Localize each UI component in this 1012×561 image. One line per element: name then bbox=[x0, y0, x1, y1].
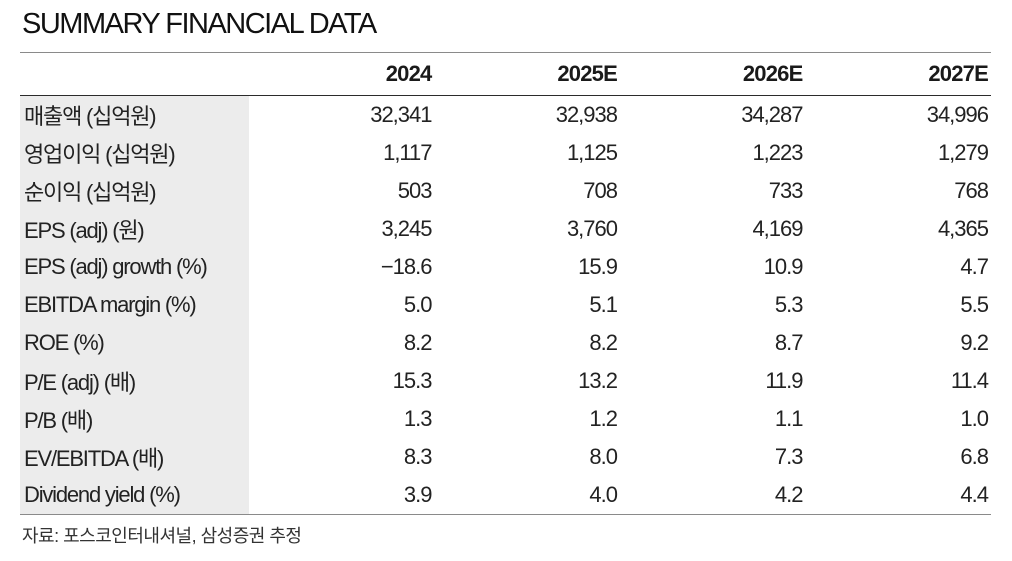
row-label: P/E (adj) (배) bbox=[20, 362, 249, 400]
value-cell: 708 bbox=[583, 178, 618, 203]
value-cell: 11.4 bbox=[950, 368, 989, 393]
value-cell: 1,117 bbox=[383, 140, 432, 165]
table-header-row: 2024 2025E 2026E 2027E bbox=[20, 52, 991, 96]
value-cell: 1,125 bbox=[566, 140, 618, 165]
value-cell: 1.3 bbox=[403, 406, 433, 431]
value-cell: 8.2 bbox=[589, 330, 618, 355]
value-cell: 768 bbox=[954, 178, 989, 203]
column-header-2024: 2024 bbox=[249, 52, 435, 96]
value-cell: 4.7 bbox=[960, 254, 989, 279]
value-cell: 5.3 bbox=[774, 292, 804, 317]
table-row: 순이익 (십억원) 503 708 733 768 bbox=[20, 172, 991, 210]
financial-summary-table: 2024 2025E 2026E 2027E 매출액 (십억원) 32,341 32… bbox=[20, 52, 991, 515]
table-row: EPS (adj) (원) 3,245 3,760 4,169 4,365 bbox=[20, 210, 991, 248]
table-row: P/B (배) 1.3 1.2 1.1 1.0 bbox=[20, 400, 991, 438]
value-cell: 733 bbox=[768, 178, 804, 203]
column-header-2027e: 2027E bbox=[805, 52, 991, 96]
column-header-2025e: 2025E bbox=[434, 52, 620, 96]
header-label-cell bbox=[20, 52, 249, 96]
row-label: P/B (배) bbox=[20, 400, 249, 438]
value-cell: 4,365 bbox=[937, 216, 989, 241]
row-label: 매출액 (십억원) bbox=[20, 95, 249, 134]
value-cell: 9.2 bbox=[960, 330, 989, 355]
table-row: 영업이익 (십억원) 1,117 1,125 1,223 1,279 bbox=[20, 134, 991, 172]
value-cell: 32,341 bbox=[370, 102, 432, 127]
table-row: Dividend yield (%) 3.9 4.0 4.2 4.4 bbox=[20, 476, 991, 515]
value-cell: 8.7 bbox=[774, 330, 804, 355]
value-cell: 1.1 bbox=[774, 406, 804, 431]
value-cell: 8.2 bbox=[403, 330, 433, 355]
value-cell: 1.0 bbox=[960, 406, 989, 431]
value-cell: 34,287 bbox=[741, 102, 803, 127]
value-cell: 8.0 bbox=[589, 444, 618, 469]
value-cell: 5.1 bbox=[589, 292, 618, 317]
value-cell: 3.9 bbox=[249, 476, 435, 515]
value-cell: 1,223 bbox=[752, 140, 803, 165]
row-label: ROE (%) bbox=[20, 324, 249, 362]
row-label: Dividend yield (%) bbox=[20, 476, 249, 515]
value-cell: 10.9 bbox=[763, 254, 804, 279]
value-cell: 7.3 bbox=[774, 444, 804, 469]
value-cell: 15.9 bbox=[578, 254, 618, 279]
value-cell: 11.9 bbox=[765, 368, 803, 393]
source-note: 자료: 포스코인터내셔널, 삼성증권 추정 bbox=[22, 526, 302, 546]
row-label: 영업이익 (십억원) bbox=[20, 134, 249, 172]
value-cell: 13.2 bbox=[578, 368, 618, 393]
table-row: 매출액 (십억원) 32,341 32,938 34,287 34,996 bbox=[20, 95, 991, 134]
value-cell: 1.2 bbox=[589, 406, 618, 431]
table-row: ROE (%) 8.2 8.2 8.7 9.2 bbox=[20, 324, 991, 362]
table-row: EBITDA margin (%) 5.0 5.1 5.3 5.5 bbox=[20, 286, 991, 324]
value-cell: −18.6 bbox=[380, 254, 433, 279]
value-cell: 34,996 bbox=[926, 102, 989, 127]
value-cell: 32,938 bbox=[555, 102, 618, 127]
value-cell: 8.3 bbox=[403, 444, 433, 469]
value-cell: 4.4 bbox=[805, 476, 991, 515]
value-cell: 5.0 bbox=[403, 292, 433, 317]
value-cell: 503 bbox=[397, 178, 433, 203]
row-label: EV/EBITDA (배) bbox=[20, 438, 249, 476]
value-cell: 15.3 bbox=[392, 368, 433, 393]
table-row: EPS (adj) growth (%) −18.6 15.9 10.9 4.7 bbox=[20, 248, 991, 286]
page-title: SUMMARY FINANCIAL DATA bbox=[22, 8, 377, 40]
value-cell: 4.2 bbox=[620, 476, 806, 515]
value-cell: 5.5 bbox=[960, 292, 989, 317]
table-row: P/E (adj) (배) 15.3 13.2 11.9 11.4 bbox=[20, 362, 991, 400]
row-label: EPS (adj) (원) bbox=[20, 210, 249, 248]
row-label: EPS (adj) growth (%) bbox=[20, 248, 249, 286]
row-label: 순이익 (십억원) bbox=[20, 172, 249, 210]
value-cell: 4,169 bbox=[752, 216, 803, 241]
column-header-2026e: 2026E bbox=[620, 52, 806, 96]
value-cell: 6.8 bbox=[960, 444, 989, 469]
row-label: EBITDA margin (%) bbox=[20, 286, 249, 324]
value-cell: 3,760 bbox=[566, 216, 618, 241]
financial-table-container: 2024 2025E 2026E 2027E 매출액 (십억원) 32,341 32… bbox=[20, 52, 991, 515]
value-cell: 1,279 bbox=[937, 140, 989, 165]
value-cell: 3,245 bbox=[381, 216, 432, 241]
value-cell: 4.0 bbox=[434, 476, 620, 515]
table-body: 매출액 (십억원) 32,341 32,938 34,287 34,996 영업이익 (십… bbox=[20, 95, 991, 515]
table-row: EV/EBITDA (배) 8.3 8.0 7.3 6.8 bbox=[20, 438, 991, 476]
